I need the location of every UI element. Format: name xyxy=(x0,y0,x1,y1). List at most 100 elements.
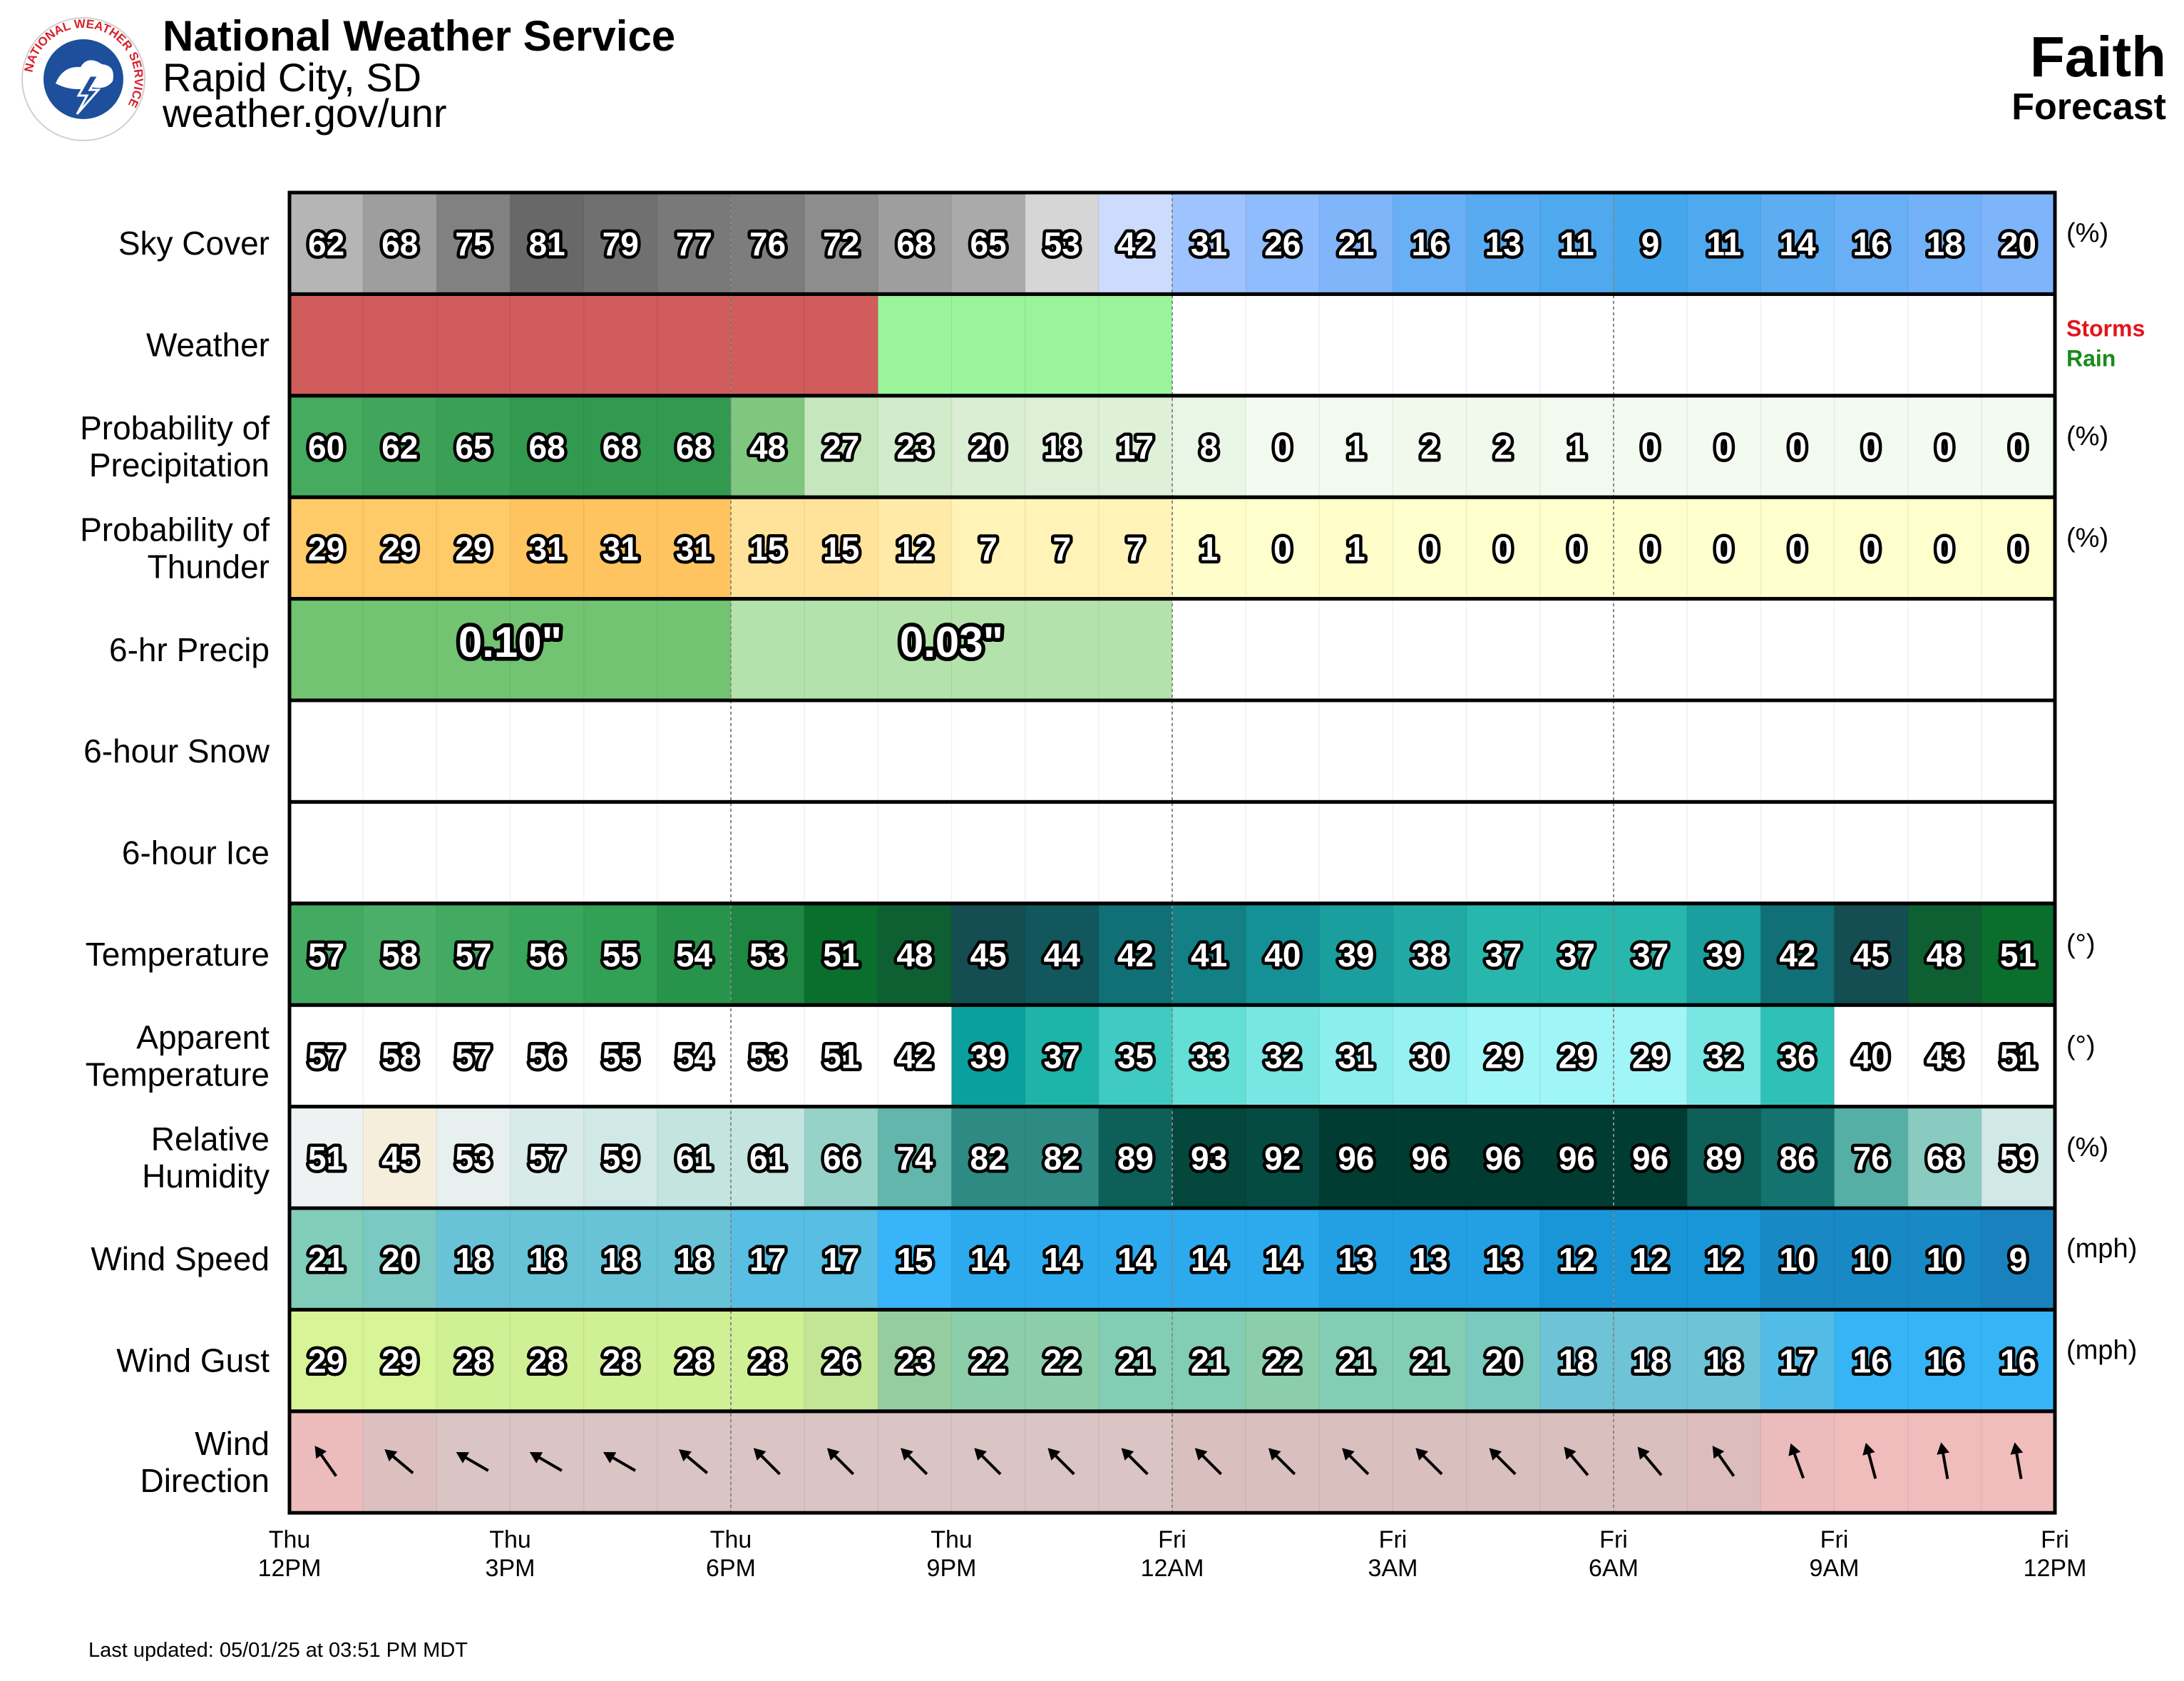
row-unit: (%) xyxy=(2066,523,2108,553)
temp-value: 39 xyxy=(1706,936,1742,974)
qpf-total: 0.03" xyxy=(900,618,1003,666)
weather-cell xyxy=(1539,294,1614,396)
agency-title: National Weather Service xyxy=(163,12,676,60)
sky-value: 75 xyxy=(455,225,491,262)
row-label: Probability of xyxy=(80,511,270,548)
weather-cell xyxy=(510,294,585,396)
wspd-value: 12 xyxy=(1632,1241,1668,1278)
x-tick-day: Fri xyxy=(1158,1526,1186,1553)
pop-value: 20 xyxy=(970,429,1006,466)
sky-cell xyxy=(510,193,585,295)
weather-cell xyxy=(363,294,437,396)
pop-cell xyxy=(1466,395,1541,498)
wspd-cell xyxy=(1834,1208,1909,1310)
rh-value: 66 xyxy=(823,1140,859,1177)
x-tick-day: Thu xyxy=(269,1526,311,1553)
pop-cell xyxy=(731,395,805,498)
row-label: 6-hour Ice xyxy=(122,834,270,872)
wspd-cell xyxy=(1172,1208,1246,1310)
wspd-value: 17 xyxy=(823,1241,859,1278)
sky-value: 81 xyxy=(528,225,565,262)
wspd-value: 15 xyxy=(896,1241,933,1278)
temp-cell xyxy=(1098,903,1173,1006)
thunder-value: 15 xyxy=(823,530,859,567)
wind-arrow-icon xyxy=(384,1449,414,1474)
sky-cell xyxy=(951,193,1026,295)
thunder-value: 31 xyxy=(603,530,639,567)
pop-value: 0 xyxy=(1935,429,1954,466)
wspd-value: 10 xyxy=(1852,1241,1889,1278)
wind-arrow-icon xyxy=(826,1448,855,1476)
weather-cell xyxy=(804,294,878,396)
rh-value: 51 xyxy=(308,1140,344,1177)
gust-value: 16 xyxy=(1927,1343,1963,1380)
wind-arrow-icon xyxy=(1862,1442,1877,1479)
pop-cell xyxy=(1246,395,1320,498)
pop-value: 0 xyxy=(1715,429,1733,466)
temp-value: 44 xyxy=(1044,936,1081,974)
apparent-cell xyxy=(1098,1005,1173,1107)
wspd-value: 13 xyxy=(1411,1241,1447,1278)
thunder-value: 31 xyxy=(528,530,565,567)
wspd-cell xyxy=(1466,1208,1541,1310)
apparent-value: 33 xyxy=(1191,1038,1227,1075)
temp-cell xyxy=(1687,903,1761,1006)
row-label: Wind xyxy=(195,1425,270,1462)
gust-cell xyxy=(510,1309,585,1411)
sky-cell xyxy=(1907,193,1982,295)
sky-value: 26 xyxy=(1264,225,1301,262)
pop-value: 0 xyxy=(1273,429,1292,466)
temp-cell xyxy=(1246,903,1320,1006)
rh-cell xyxy=(289,1106,364,1208)
thunder-value: 7 xyxy=(1052,530,1071,567)
row-label: Direction xyxy=(140,1462,270,1499)
thunder-value: 0 xyxy=(1641,530,1660,567)
rh-value: 61 xyxy=(749,1140,786,1177)
sky-value: 16 xyxy=(1852,225,1889,262)
pop-cell xyxy=(289,395,364,498)
pop-value: 0 xyxy=(1641,429,1660,466)
apparent-value: 57 xyxy=(308,1038,344,1075)
qpf-block xyxy=(289,598,731,700)
wspd-cell xyxy=(1246,1208,1320,1310)
temp-cell xyxy=(1466,903,1541,1006)
apparent-value: 40 xyxy=(1852,1038,1889,1075)
x-tick-day: Thu xyxy=(710,1526,752,1553)
temp-value: 53 xyxy=(749,936,786,974)
rh-value: 96 xyxy=(1632,1140,1668,1177)
gust-cell xyxy=(1098,1309,1173,1411)
rh-value: 53 xyxy=(455,1140,491,1177)
wspd-cell xyxy=(1098,1208,1173,1310)
sky-value: 62 xyxy=(308,225,344,262)
office-url[interactable]: weather.gov/unr xyxy=(163,91,447,136)
row-unit: (°) xyxy=(2066,1031,2096,1061)
apparent-value: 32 xyxy=(1706,1038,1742,1075)
gust-cell xyxy=(1466,1309,1541,1411)
apparent-value: 42 xyxy=(896,1038,933,1075)
qpf-total: 0.10" xyxy=(458,618,562,666)
gust-value: 21 xyxy=(1338,1343,1374,1380)
wind-arrow-icon xyxy=(1415,1448,1443,1476)
rh-value: 82 xyxy=(970,1140,1006,1177)
weather-cell xyxy=(436,294,511,396)
rh-cell xyxy=(1539,1106,1614,1208)
pop-cell xyxy=(363,395,437,498)
rh-value: 93 xyxy=(1191,1140,1227,1177)
thunder-value: 29 xyxy=(308,530,344,567)
thunder-cell xyxy=(1539,497,1614,599)
pop-value: 1 xyxy=(1347,429,1365,466)
thunder-cell xyxy=(1172,497,1246,599)
rh-value: 89 xyxy=(1706,1140,1742,1177)
ice-bg xyxy=(289,802,2055,904)
gust-value: 20 xyxy=(1485,1343,1522,1380)
temp-value: 38 xyxy=(1411,936,1447,974)
pop-value: 0 xyxy=(1862,429,1880,466)
rh-cell xyxy=(1614,1106,1688,1208)
temp-cell xyxy=(951,903,1026,1006)
x-tick-day: Fri xyxy=(2041,1526,2069,1553)
row-unit: (°) xyxy=(2066,929,2096,959)
gust-value: 28 xyxy=(528,1343,565,1380)
rh-cell xyxy=(804,1106,878,1208)
gust-cell xyxy=(363,1309,437,1411)
sky-cell xyxy=(1319,193,1394,295)
